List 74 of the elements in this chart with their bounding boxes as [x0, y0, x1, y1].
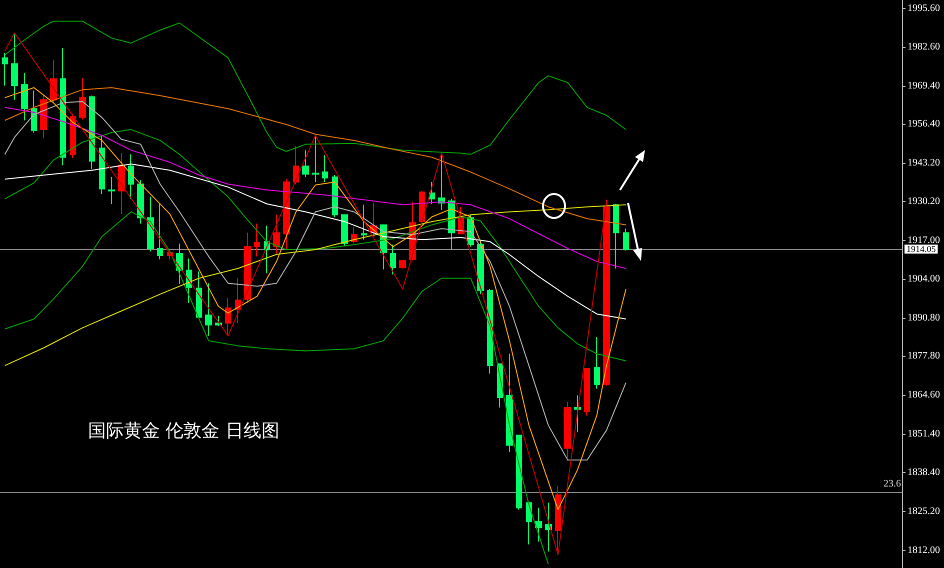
line-series	[4, 106, 626, 270]
annotation: 23.6	[884, 478, 901, 490]
candlestick	[623, 228, 629, 252]
line-series	[4, 164, 626, 320]
y-tick-label: 1851.40	[908, 428, 940, 440]
y-tick-label: 1812.00	[908, 544, 940, 556]
y-tick-label: 1982.60	[908, 41, 940, 52]
candlestick	[526, 501, 532, 545]
line-series	[4, 204, 626, 366]
candlestick	[584, 368, 590, 416]
candlestick	[516, 434, 522, 510]
candlestick	[11, 32, 18, 100]
y-tick-label: 1943.20	[908, 158, 940, 169]
candlestick	[564, 401, 571, 458]
candlestick	[89, 95, 95, 170]
line-series	[4, 129, 626, 362]
candlestick	[332, 174, 338, 218]
candlestick	[594, 336, 600, 390]
y-tick-label: 1995.60	[908, 3, 940, 14]
candlestick	[506, 353, 513, 453]
y-tick-label: 1864.60	[908, 390, 940, 401]
candlestick	[603, 199, 610, 386]
line-series	[4, 87, 626, 226]
candlestick	[2, 52, 8, 86]
candlestick	[545, 502, 552, 552]
candlestick	[273, 214, 280, 254]
y-tick-label: 1890.80	[908, 312, 940, 324]
candlestick	[438, 154, 445, 210]
y-tick-label: 1904.00	[908, 273, 940, 284]
candlestick	[341, 214, 348, 246]
y-tick-label: 1838.40	[908, 466, 940, 478]
candlestick	[555, 485, 561, 555]
y-tick-label: 1969.40	[908, 80, 940, 92]
candlestick	[574, 394, 581, 433]
candlestick	[205, 282, 212, 336]
y-tick-label: 1930.20	[908, 196, 940, 208]
candlestick	[128, 154, 134, 200]
candlestick	[79, 77, 86, 120]
candlestick	[322, 154, 328, 183]
candlestick	[225, 298, 231, 336]
candlestick	[157, 203, 163, 260]
candlestick	[312, 134, 319, 183]
candlestick	[118, 152, 125, 214]
candlestick	[31, 90, 37, 133]
candlestick	[60, 48, 66, 166]
line-series	[4, 20, 626, 155]
annotation: 国际黄金 伦敦金 日线图	[88, 420, 280, 442]
candlestick	[390, 244, 396, 275]
candlestick	[535, 507, 542, 542]
candlestick	[147, 196, 154, 252]
y-tick-label: 1956.40	[908, 118, 940, 130]
candlestick	[196, 270, 202, 319]
line-series	[4, 32, 608, 555]
candlestick	[244, 232, 251, 304]
y-tick-label: 1825.20	[908, 506, 940, 517]
line-series	[4, 211, 549, 565]
candlestick	[108, 176, 115, 204]
candlestick	[477, 239, 484, 295]
candlestick	[613, 203, 619, 270]
candlestick	[254, 223, 260, 257]
candlestick	[361, 204, 367, 240]
candlestick	[399, 260, 406, 270]
candlestick	[302, 150, 309, 178]
y-tick-label: 1917.00	[908, 234, 940, 246]
candlestick	[99, 134, 105, 194]
candlestick	[21, 72, 28, 121]
candlestick	[50, 59, 57, 104]
candlestick	[137, 179, 144, 224]
candlestick	[419, 190, 425, 224]
candlestick	[429, 182, 435, 204]
candlestick	[293, 146, 299, 185]
ref-line-label: 1914.05	[906, 244, 936, 254]
y-tick-label: 1877.80	[908, 350, 940, 362]
candlestick	[487, 288, 493, 374]
